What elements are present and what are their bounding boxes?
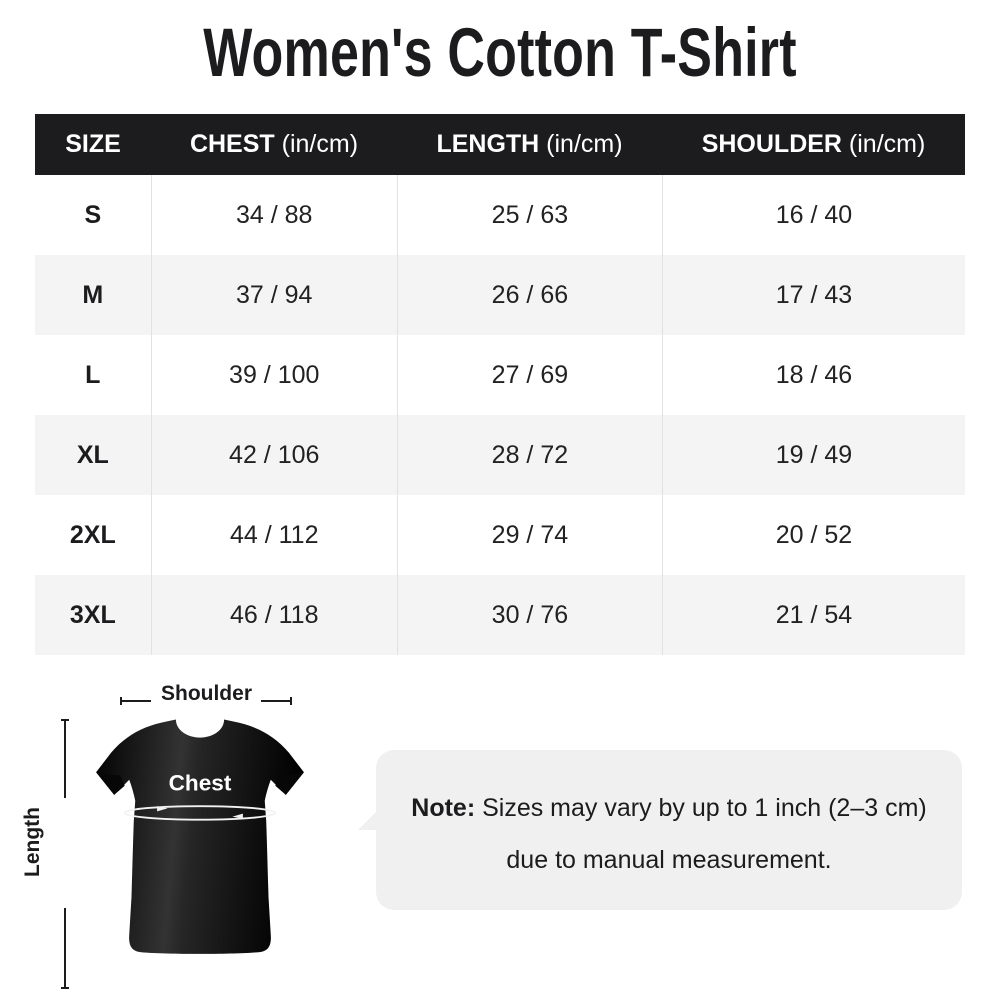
svg-text:Chest: Chest xyxy=(169,770,232,795)
